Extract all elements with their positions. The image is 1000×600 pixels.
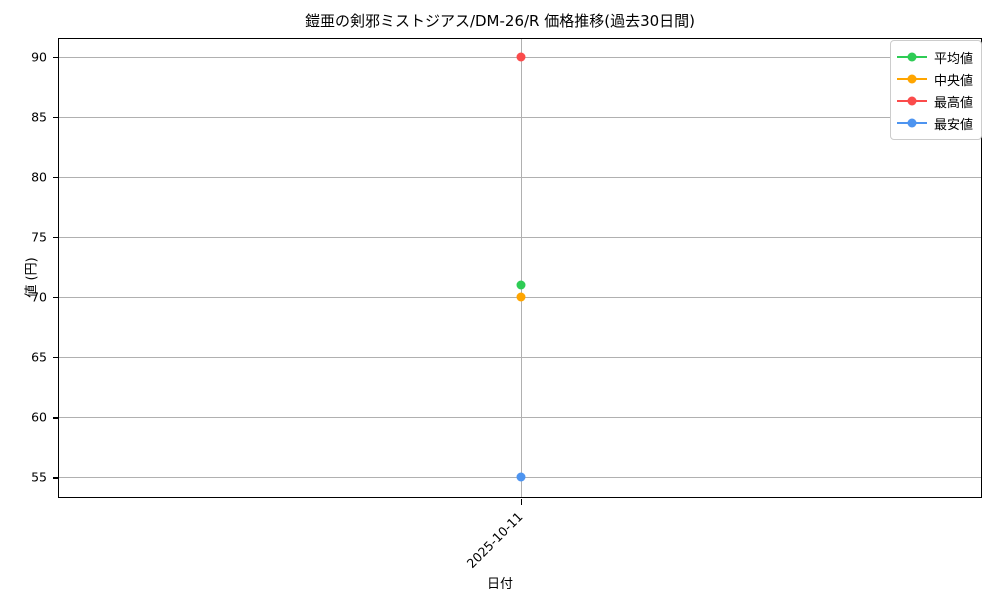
legend-label: 最高値 <box>933 95 973 111</box>
y-tick-mark <box>53 297 59 299</box>
y-tick-label: 75 <box>31 229 47 245</box>
plot-area: 55 60 65 70 75 80 85 90 2025-10-11 <box>31 38 982 571</box>
y-tick-mark <box>53 357 59 359</box>
y-tick-mark <box>53 177 59 179</box>
y-tick-mark <box>53 417 59 419</box>
x-tick-label: 2025-10-11 <box>463 509 526 571</box>
y-tick-mark <box>53 477 59 479</box>
data-point-marker <box>516 52 526 62</box>
y-tick-label: 90 <box>31 49 47 65</box>
x-axis-label: 日付 <box>486 577 513 592</box>
y-tick-label: 80 <box>31 169 47 185</box>
legend-dot-icon <box>907 52 917 62</box>
legend-label: 中央値 <box>933 73 973 89</box>
gridline-horizontal <box>59 357 981 359</box>
gridline-vertical <box>521 39 522 497</box>
y-tick-mark <box>53 117 59 119</box>
data-point-marker <box>516 280 526 290</box>
legend-dot-icon <box>907 118 917 128</box>
legend-swatch-icon <box>896 51 927 63</box>
legend-dot-icon <box>907 96 917 106</box>
legend-dot-icon <box>907 74 917 84</box>
y-tick-label: 65 <box>31 349 47 365</box>
y-tick-label: 55 <box>31 469 47 485</box>
y-tick-label: 60 <box>31 409 47 425</box>
gridline-horizontal <box>59 237 981 239</box>
gridline-horizontal <box>59 417 981 419</box>
chart-title: 鎧亜の剣邪ミストジアス/DM-26/R 価格推移(過去30日間) <box>304 12 696 30</box>
legend-swatch-icon <box>896 95 927 107</box>
chart-legend: 平均値中央値最高値最安値 <box>889 40 982 140</box>
legend-item[interactable]: 中央値 <box>896 68 973 90</box>
gridline-horizontal <box>59 177 981 179</box>
legend-label: 最安値 <box>933 117 973 133</box>
x-tick-mark <box>521 499 523 505</box>
y-tick-mark <box>53 237 59 239</box>
y-tick-mark <box>53 57 59 59</box>
gridline-horizontal <box>59 117 981 119</box>
legend-item[interactable]: 最安値 <box>896 112 973 134</box>
legend-item[interactable]: 最高値 <box>896 90 973 112</box>
legend-label: 平均値 <box>933 51 973 67</box>
legend-swatch-icon <box>896 117 927 129</box>
data-point-marker <box>516 472 526 482</box>
y-tick-label: 70 <box>31 289 47 305</box>
data-point-marker <box>516 292 526 302</box>
y-tick-label: 85 <box>31 109 47 125</box>
legend-swatch-icon <box>896 73 927 85</box>
legend-item[interactable]: 平均値 <box>896 46 973 68</box>
